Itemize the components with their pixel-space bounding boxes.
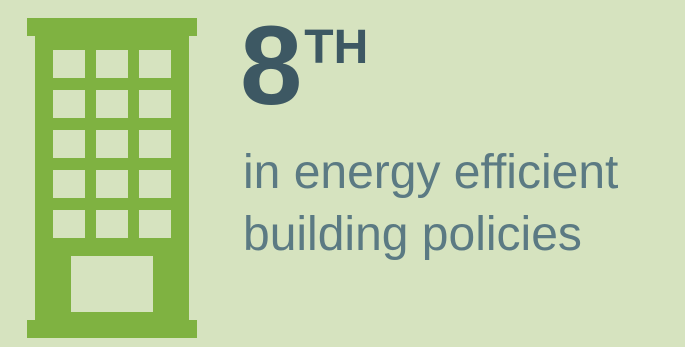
rank-heading: 8 TH: [240, 10, 368, 122]
caption-line-2: building policies: [243, 208, 582, 261]
office-building-icon: [27, 18, 197, 338]
rank-number: 8: [240, 3, 302, 128]
rank-suffix: TH: [304, 21, 369, 74]
caption-line-1: in energy efficient: [243, 146, 619, 199]
rank-caption: in energy efficient building policies: [243, 142, 673, 266]
